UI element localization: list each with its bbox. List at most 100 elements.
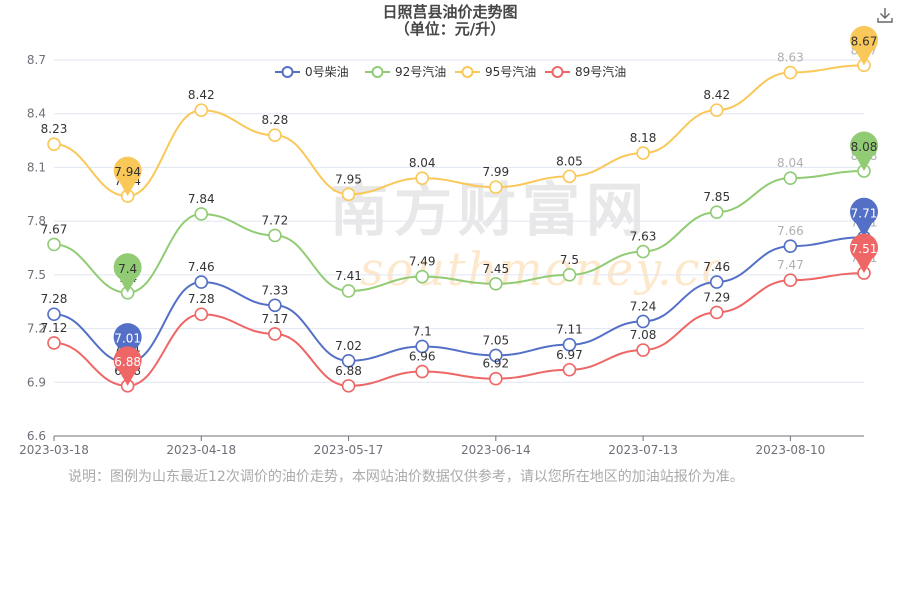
data-point[interactable] xyxy=(415,171,429,185)
data-point[interactable] xyxy=(562,268,577,282)
legend-symbol xyxy=(281,66,294,78)
legend-label: 95号汽油 xyxy=(485,64,536,79)
series-line xyxy=(53,64,865,198)
data-point[interactable] xyxy=(268,228,282,243)
pin-shape xyxy=(850,233,878,274)
data-label: 7.33 xyxy=(262,283,289,297)
legend-item[interactable]: 92号汽油 xyxy=(365,64,446,79)
data-point[interactable] xyxy=(341,187,356,202)
download-icon[interactable] xyxy=(876,6,894,24)
data-label: 7.24 xyxy=(630,299,657,313)
data-point[interactable] xyxy=(783,171,798,185)
series-layer xyxy=(47,58,871,393)
data-point[interactable] xyxy=(562,169,577,184)
data-point[interactable] xyxy=(489,371,503,386)
data-point[interactable] xyxy=(709,275,724,289)
data-label: 6.92 xyxy=(482,357,509,371)
data-point[interactable] xyxy=(47,237,61,252)
pin-marker-max: 7.71 xyxy=(850,197,878,238)
data-point[interactable] xyxy=(415,364,429,379)
y-tick-label: 7.5 xyxy=(27,268,46,282)
data-label: 7.08 xyxy=(630,328,657,342)
y-tick-label: 7.2 xyxy=(27,322,46,336)
data-point[interactable] xyxy=(636,314,650,329)
pin-label: 6.88 xyxy=(114,355,141,369)
data-label: 7.02 xyxy=(335,339,362,353)
legend-symbol xyxy=(461,66,474,78)
pin-shape xyxy=(113,156,142,197)
data-point[interactable] xyxy=(194,103,209,117)
data-label: 7.99 xyxy=(482,165,509,179)
y-tick-label: 8.1 xyxy=(27,160,46,174)
data-point[interactable] xyxy=(489,180,503,194)
data-label: 8.05 xyxy=(556,154,583,168)
data-point[interactable] xyxy=(709,103,724,117)
chart-title: 日照莒县油价走势图 xyxy=(382,3,518,21)
data-point[interactable] xyxy=(268,128,282,142)
pin-marker-min: 7.94 xyxy=(113,156,142,197)
data-point[interactable] xyxy=(489,277,503,291)
data-point[interactable] xyxy=(341,284,356,298)
pin-marker-min: 6.88 xyxy=(113,346,142,386)
y-tick-label: 8.4 xyxy=(27,107,46,121)
data-label: 7.11 xyxy=(556,323,583,337)
data-point[interactable] xyxy=(415,339,429,354)
data-point[interactable] xyxy=(709,305,724,320)
data-point[interactable] xyxy=(783,239,798,254)
data-point[interactable] xyxy=(709,205,724,219)
y-tick-label: 6.6 xyxy=(27,429,46,443)
pin-label: 7.01 xyxy=(114,332,141,346)
pin-shape xyxy=(113,253,142,293)
data-point[interactable] xyxy=(268,327,282,341)
x-tick-label: 2023-04-18 xyxy=(166,443,236,457)
data-point[interactable] xyxy=(47,137,61,151)
pin-label: 7.94 xyxy=(114,165,141,179)
data-point[interactable] xyxy=(783,273,798,288)
data-label-layer: 7.67 7.4 7.84 7.72 7.41 7.49 7.45 7.5 7.63 7.85 8.… xyxy=(41,43,878,377)
x-tick-label: 2023-06-14 xyxy=(461,443,531,457)
legend-item[interactable]: 89号汽油 xyxy=(545,64,626,79)
x-tick-label: 2023-03-18 xyxy=(19,443,89,457)
legend-label: 0号柴油 xyxy=(305,65,349,79)
data-point[interactable] xyxy=(341,379,356,393)
data-point[interactable] xyxy=(415,269,429,284)
legend-item[interactable]: 0号柴油 xyxy=(275,65,349,79)
data-point[interactable] xyxy=(47,307,61,322)
data-point[interactable] xyxy=(636,244,650,259)
data-label: 6.96 xyxy=(409,350,436,364)
legend-item[interactable]: 95号汽油 xyxy=(455,64,536,79)
data-label: 7.28 xyxy=(188,292,215,306)
data-point[interactable] xyxy=(783,65,798,80)
data-label: 7.84 xyxy=(188,192,215,206)
data-point[interactable] xyxy=(268,298,282,313)
data-label: 8.28 xyxy=(262,113,289,127)
legend: 0号柴油 92号汽油 95号汽油 89号汽油 xyxy=(275,64,626,79)
data-point[interactable] xyxy=(636,146,650,160)
data-point[interactable] xyxy=(194,207,209,221)
series-line xyxy=(53,272,865,387)
legend-label: 89号汽油 xyxy=(575,64,626,79)
data-label: 7.47 xyxy=(777,258,804,272)
data-point[interactable] xyxy=(341,353,356,368)
grid-layer xyxy=(54,59,864,437)
pin-marker-max: 8.08 xyxy=(850,131,878,172)
data-label: 7.95 xyxy=(335,172,362,186)
data-point[interactable] xyxy=(636,343,650,357)
x-tick-label: 2023-08-10 xyxy=(755,443,825,457)
data-label: 7.66 xyxy=(777,224,804,238)
data-point[interactable] xyxy=(47,336,61,350)
series-line xyxy=(53,236,865,364)
data-point[interactable] xyxy=(194,275,209,289)
data-label: 8.63 xyxy=(777,51,804,65)
data-point[interactable] xyxy=(562,337,577,352)
y-tick-label: 6.9 xyxy=(27,375,46,389)
data-label: 7.46 xyxy=(703,260,730,274)
data-point[interactable] xyxy=(489,348,503,363)
data-point[interactable] xyxy=(194,307,209,322)
data-label: 7.67 xyxy=(41,222,68,236)
data-label: 7.1 xyxy=(413,324,432,338)
pin-label: 7.51 xyxy=(851,242,878,256)
footnote: 说明：图例为山东最近12次调价的油价走势，本网站油价数据仅供参考，请以您所在地区… xyxy=(68,469,744,485)
data-point[interactable] xyxy=(562,362,577,377)
